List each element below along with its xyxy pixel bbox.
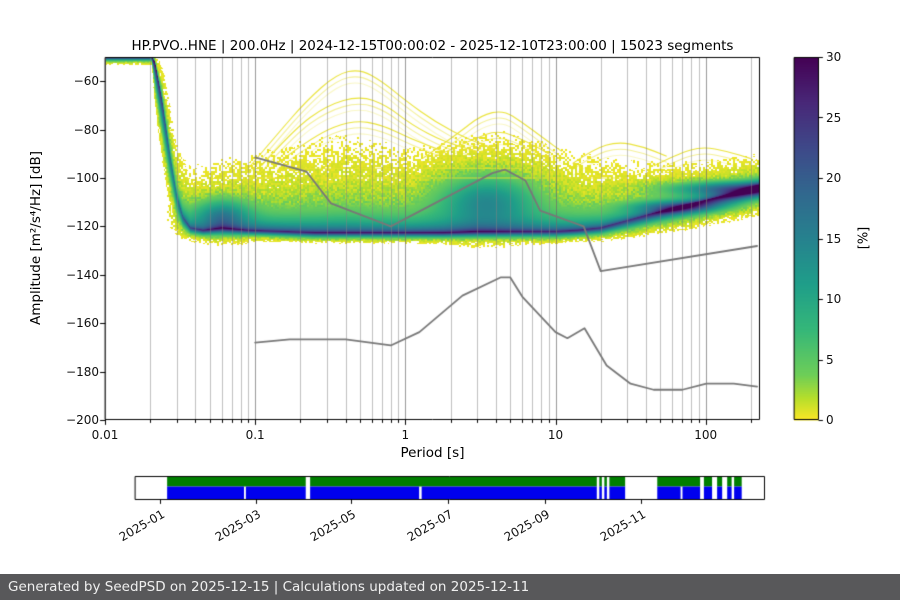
y-tick-label: −140 (66, 267, 99, 282)
y-axis-label: Amplitude [m²/s⁴/Hz] [dB] (28, 150, 44, 326)
x-tick-label: 10 (547, 428, 564, 442)
y-tick-label: −180 (66, 364, 99, 379)
y-tick-label: −100 (66, 171, 99, 185)
ppsd-plot-canvas (0, 0, 900, 560)
x-tick-label: 0.1 (245, 428, 265, 442)
footer-bar: Generated by SeedPSD on 2025-12-15 | Cal… (0, 574, 900, 600)
y-tick-label: −120 (66, 219, 99, 234)
x-tick-label: 1 (401, 428, 410, 442)
y-tick-label: −60 (73, 74, 99, 89)
colorbar-tick-label: 25 (826, 110, 842, 125)
colorbar-tick-label: 20 (826, 171, 842, 185)
colorbar-tick-label: 30 (826, 50, 842, 64)
colorbar-tick-label: 15 (826, 231, 842, 246)
x-tick-label: 0.01 (91, 428, 119, 442)
colorbar-label: [%] (856, 226, 872, 250)
colorbar-tick-label: 0 (826, 413, 834, 427)
y-tick-label: −80 (73, 122, 99, 137)
chart-title: HP.PVO..HNE | 200.0Hz | 2024-12-15T00:00… (131, 38, 734, 54)
footer-text: Generated by SeedPSD on 2025-12-15 | Cal… (8, 579, 530, 595)
colorbar-tick-label: 5 (826, 352, 834, 367)
y-tick-label: −200 (66, 413, 99, 427)
x-tick-label: 100 (694, 428, 718, 442)
colorbar-tick-label: 10 (826, 292, 842, 306)
y-tick-label: −160 (66, 316, 99, 331)
x-axis-label: Period [s] (400, 445, 465, 461)
